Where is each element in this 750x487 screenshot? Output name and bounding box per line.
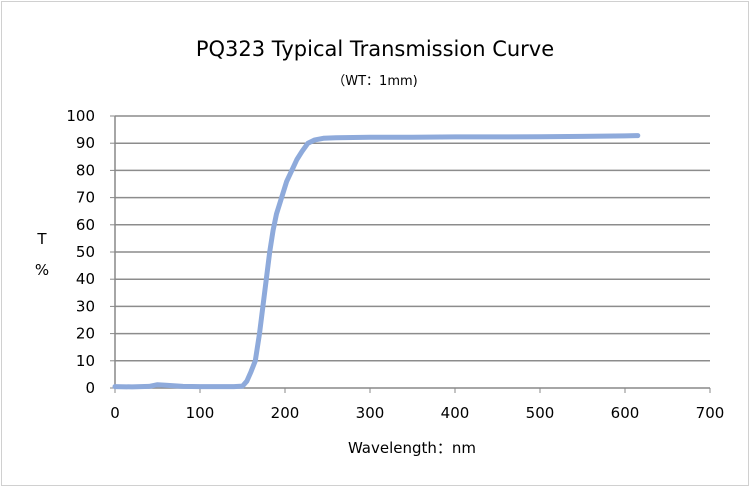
x-tick-label: 0 <box>110 404 120 422</box>
y-axis-label-t: T <box>36 230 47 248</box>
x-tick-label: 500 <box>526 404 555 422</box>
x-tick-label: 300 <box>356 404 385 422</box>
y-tick-label: 50 <box>76 243 95 261</box>
y-tick-label: 90 <box>76 134 95 152</box>
x-tick-label: 100 <box>186 404 215 422</box>
y-tick-label: 0 <box>85 379 95 397</box>
y-tick-label: 20 <box>76 325 95 343</box>
y-tick-label: 10 <box>76 352 95 370</box>
x-tick-label: 400 <box>441 404 470 422</box>
x-tick-label: 200 <box>271 404 300 422</box>
chart-title: PQ323 Typical Transmission Curve <box>196 37 554 61</box>
y-tick-label: 40 <box>76 270 95 288</box>
y-tick-label: 70 <box>76 189 95 207</box>
x-tick-label: 700 <box>696 404 725 422</box>
x-tick-label: 600 <box>611 404 640 422</box>
y-axis-label-pct: % <box>35 261 49 279</box>
x-axis-label: Wavelength：nm <box>348 439 476 457</box>
y-tick-label: 60 <box>76 216 95 234</box>
y-tick-label: 100 <box>66 107 95 125</box>
transmission-curve <box>112 133 641 390</box>
y-tick-label: 30 <box>76 297 95 315</box>
y-tick-label: 80 <box>76 161 95 179</box>
chart-subtitle: （WT：1mm) <box>332 74 417 89</box>
